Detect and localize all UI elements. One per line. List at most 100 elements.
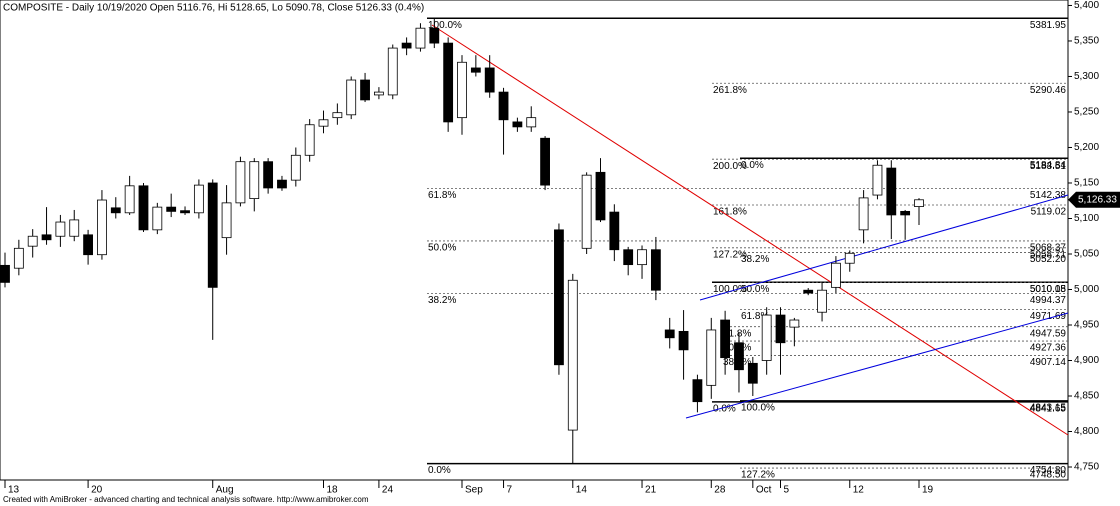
candle-body (55, 221, 66, 237)
candle-body (470, 67, 481, 73)
fib-pct-label: 50.0% (428, 243, 456, 254)
candle-body (360, 79, 370, 101)
y-tick-label: 5,350 (1074, 36, 1099, 47)
fib-value-label: 4843.15 (1030, 403, 1067, 414)
y-tick-label: 5,200 (1074, 142, 1099, 153)
candle-body (332, 112, 343, 119)
x-tick-label: 7 (507, 485, 513, 496)
candle-body (650, 249, 661, 291)
candle-body (706, 329, 717, 386)
candle-body (152, 206, 163, 231)
fib-pct-label: 161.8% (713, 207, 747, 218)
trend-line (699, 194, 1069, 301)
x-tick-label: 5 (784, 485, 790, 496)
candle-body (387, 47, 398, 96)
candle-body (914, 199, 924, 207)
fib-value-label: 4907.14 (1030, 357, 1067, 368)
candle-body (817, 289, 827, 313)
y-tick-label: 4,850 (1074, 391, 1099, 402)
fib-value-label: 5290.46 (1030, 85, 1067, 96)
candle-body (457, 61, 467, 119)
x-tick-label: 19 (922, 485, 934, 496)
x-tick-label: Oct (756, 485, 772, 496)
candle-body (27, 235, 38, 247)
candles (0, 18, 924, 464)
candle-body (249, 161, 260, 200)
candle-body (110, 207, 121, 214)
y-tick-label: 5,150 (1074, 178, 1099, 189)
candle-body (0, 264, 10, 283)
candle-body (858, 197, 869, 231)
x-tick-label: 14 (576, 485, 588, 496)
fib-pct-label: 127.2% (713, 249, 747, 260)
candle-body (664, 329, 675, 339)
candle-body (277, 179, 287, 189)
candle-body (747, 362, 758, 384)
candle-body (554, 229, 564, 366)
fib-value-label: 5142.38 (1030, 190, 1067, 201)
candle-body (567, 279, 578, 431)
fib-pct-label: 38.2% (428, 295, 456, 306)
x-tick-label: 20 (91, 485, 103, 496)
x-tick-label: 13 (8, 485, 20, 496)
candle-body (207, 182, 218, 288)
candle-body (720, 319, 731, 359)
candle-body (831, 262, 841, 288)
fib-pct-label: 200.0% (713, 161, 747, 172)
fib-value-label: 4994.37 (1030, 295, 1067, 306)
candle-body (401, 42, 412, 49)
candle-body (374, 91, 384, 96)
candle-body (803, 289, 814, 294)
candle-body (304, 124, 315, 156)
candle-body (346, 79, 357, 116)
candle-body (484, 67, 495, 93)
x-tick-label: 28 (714, 485, 726, 496)
candle-body (581, 174, 592, 249)
candle-body (761, 314, 772, 361)
candle-body (789, 319, 800, 328)
fib-value-label: 4947.59 (1030, 328, 1067, 339)
y-tick-label: 5,400 (1074, 0, 1099, 11)
candle-body (235, 161, 246, 204)
candle-body (512, 121, 523, 128)
candle-body (526, 117, 537, 128)
fib-pct-label: 0.0% (428, 465, 451, 476)
fib-value-label: 5010.15 (1030, 284, 1067, 295)
candle-body (886, 167, 897, 216)
candle-body (83, 234, 93, 256)
fib-pct-label: 100.0% (741, 403, 775, 414)
last-price-label: 5,126.33 (1078, 194, 1117, 205)
candle-body (872, 164, 883, 196)
fib-pct-label: 0.0% (741, 160, 764, 171)
candle-body (41, 234, 52, 241)
fib-value-label: 5183.51 (1030, 161, 1067, 172)
candle-body (124, 185, 135, 214)
candle-body (429, 27, 440, 44)
x-tick-label: 18 (327, 485, 339, 496)
x-tick-label: Sep (465, 485, 483, 496)
fib-pct-label: 61.8% (741, 311, 769, 322)
y-tick-label: 5,050 (1074, 249, 1099, 260)
candle-body (678, 330, 689, 351)
candle-body (609, 211, 620, 251)
candle-body (97, 199, 107, 256)
y-tick-label: 5,000 (1074, 284, 1099, 295)
candle-body (637, 249, 647, 266)
fib-value-label: 5052.20 (1030, 254, 1067, 265)
candle-body (138, 185, 149, 231)
fib-pct-label: 261.8% (713, 85, 747, 96)
y-tick-label: 5,100 (1074, 213, 1099, 224)
candle-body (692, 379, 703, 403)
y-tick-label: 4,900 (1074, 355, 1099, 366)
candle-body (443, 42, 454, 123)
candle-body (69, 219, 80, 237)
y-tick-label: 4,950 (1074, 320, 1099, 331)
fib-value-label: 4927.36 (1030, 343, 1067, 354)
fib-pct-label: 61.8% (723, 328, 751, 339)
fib-pct-label: 100.0% (428, 20, 462, 31)
last-price-tag (1068, 191, 1120, 208)
fib-value-label: 5184.84 (1030, 160, 1067, 171)
chart-title: COMPOSITE - Daily 10/19/2020 Open 5116.7… (3, 3, 424, 14)
